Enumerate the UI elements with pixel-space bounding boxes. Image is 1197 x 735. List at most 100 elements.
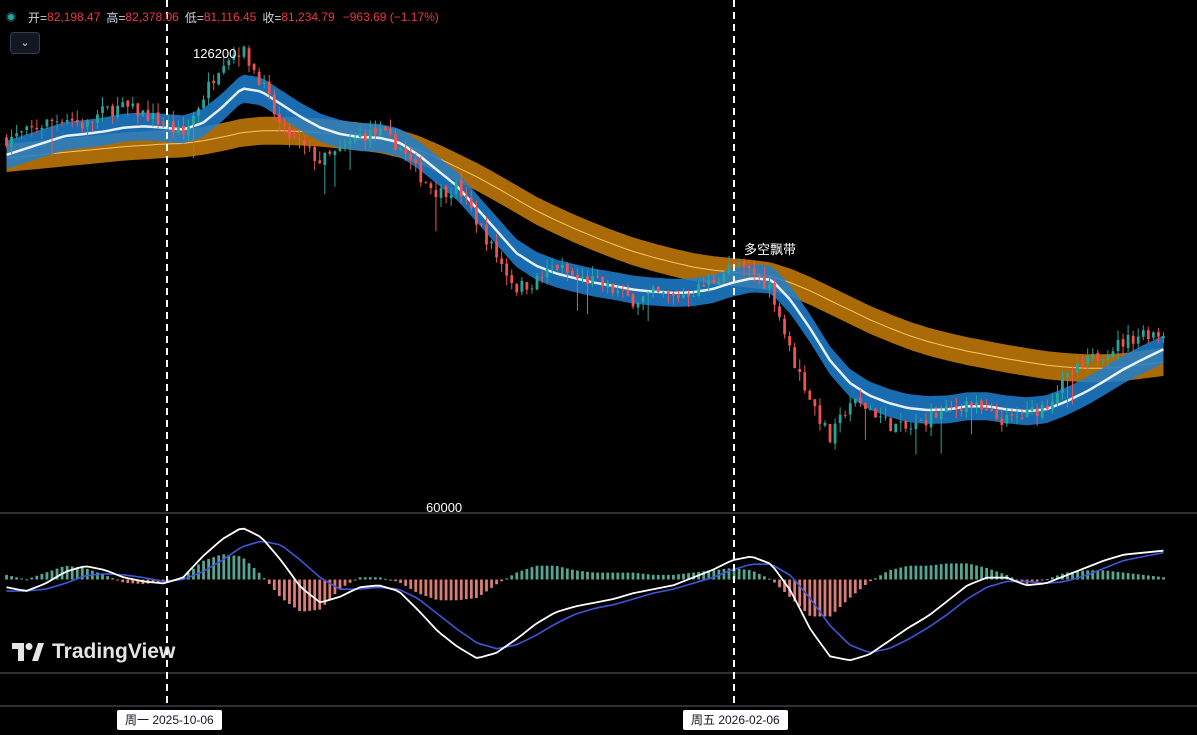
candle	[25, 125, 29, 136]
candle	[1126, 324, 1130, 353]
orange-ribbon-band	[6, 116, 1164, 383]
histogram-bar	[131, 579, 135, 584]
histogram-bar	[116, 579, 120, 581]
histogram-bar	[121, 579, 125, 583]
candle	[641, 295, 645, 311]
histogram-bar	[197, 564, 200, 580]
candle-body	[601, 277, 605, 287]
candle-body	[343, 144, 347, 146]
histogram-bar	[838, 579, 842, 608]
candle	[1005, 407, 1009, 427]
candle-body	[828, 424, 832, 443]
histogram-bar	[651, 574, 655, 580]
candle-body	[874, 408, 877, 418]
candle	[737, 258, 741, 268]
candle	[10, 129, 13, 155]
candle	[30, 120, 34, 137]
histogram-bar	[656, 574, 660, 580]
candle-body	[702, 285, 706, 287]
histogram-bar	[202, 560, 205, 580]
histogram-bar	[181, 576, 185, 580]
candle-body	[444, 186, 448, 198]
orange-ribbon-centerline	[6, 130, 1164, 369]
candle-body	[954, 406, 958, 409]
candle-body	[909, 428, 913, 430]
histogram-bar	[641, 573, 645, 580]
candle	[1045, 399, 1049, 412]
candle	[126, 100, 130, 116]
candle-body	[1050, 401, 1054, 410]
histogram-bar	[515, 572, 519, 580]
high-value: 82,378.06	[125, 10, 179, 24]
candle-body	[949, 407, 953, 409]
candle-body	[752, 268, 756, 275]
candle-body	[15, 133, 19, 137]
candle	[217, 72, 221, 86]
candle	[277, 106, 281, 133]
candle	[358, 125, 362, 140]
candle	[858, 389, 862, 408]
candle	[348, 134, 352, 170]
candle	[722, 271, 726, 284]
macd-line	[6, 527, 1164, 662]
candle-body	[222, 65, 226, 73]
candle	[373, 120, 377, 142]
candle	[919, 417, 923, 421]
candle-body	[277, 113, 281, 124]
histogram-bar	[1091, 570, 1095, 580]
candle-body	[217, 73, 221, 85]
candle-body	[737, 262, 741, 265]
collapse-legend-button[interactable]: ⌄	[10, 32, 40, 54]
candle	[813, 398, 817, 416]
candle-body	[515, 284, 519, 293]
candle-body	[75, 120, 79, 123]
candle	[601, 276, 605, 292]
candle-body	[565, 263, 569, 273]
candle-body	[990, 409, 994, 412]
histogram-bar	[939, 564, 943, 580]
candle	[1000, 409, 1004, 432]
candle	[151, 103, 155, 127]
candle	[232, 46, 236, 64]
candle-body	[944, 406, 948, 413]
candle	[171, 111, 175, 139]
candle-body	[798, 369, 802, 372]
candle	[181, 116, 185, 140]
candle-body	[141, 110, 145, 116]
candle-body	[187, 126, 190, 136]
candle-body	[904, 420, 908, 429]
candle-body	[96, 114, 99, 123]
candle-body	[1131, 335, 1135, 344]
histogram-bar	[833, 579, 837, 612]
histogram-bar	[510, 575, 514, 580]
candle-body	[161, 122, 165, 125]
candle	[677, 290, 680, 303]
candle	[272, 89, 276, 121]
candle	[60, 118, 64, 127]
candle-body	[1045, 405, 1049, 409]
candle	[50, 117, 54, 156]
histogram-bar	[747, 570, 751, 580]
histogram-bar	[757, 573, 761, 580]
candle	[687, 290, 690, 307]
candle	[303, 135, 306, 155]
candle-body	[353, 137, 357, 142]
candle	[747, 259, 751, 278]
candle-body	[717, 282, 721, 286]
candle	[1055, 384, 1059, 408]
candle	[363, 129, 367, 150]
candle-body	[727, 264, 731, 274]
candle	[818, 398, 822, 431]
candle-body	[889, 418, 893, 432]
histogram-bar	[646, 574, 650, 580]
histogram-bar	[606, 572, 610, 580]
histogram-bar	[985, 567, 989, 580]
candle	[616, 285, 620, 298]
candle-body	[586, 276, 589, 285]
candle-body	[965, 401, 968, 412]
candle-body	[1030, 407, 1034, 411]
candle	[889, 417, 893, 432]
histogram-bar	[545, 565, 549, 580]
histogram-bar	[980, 566, 983, 580]
